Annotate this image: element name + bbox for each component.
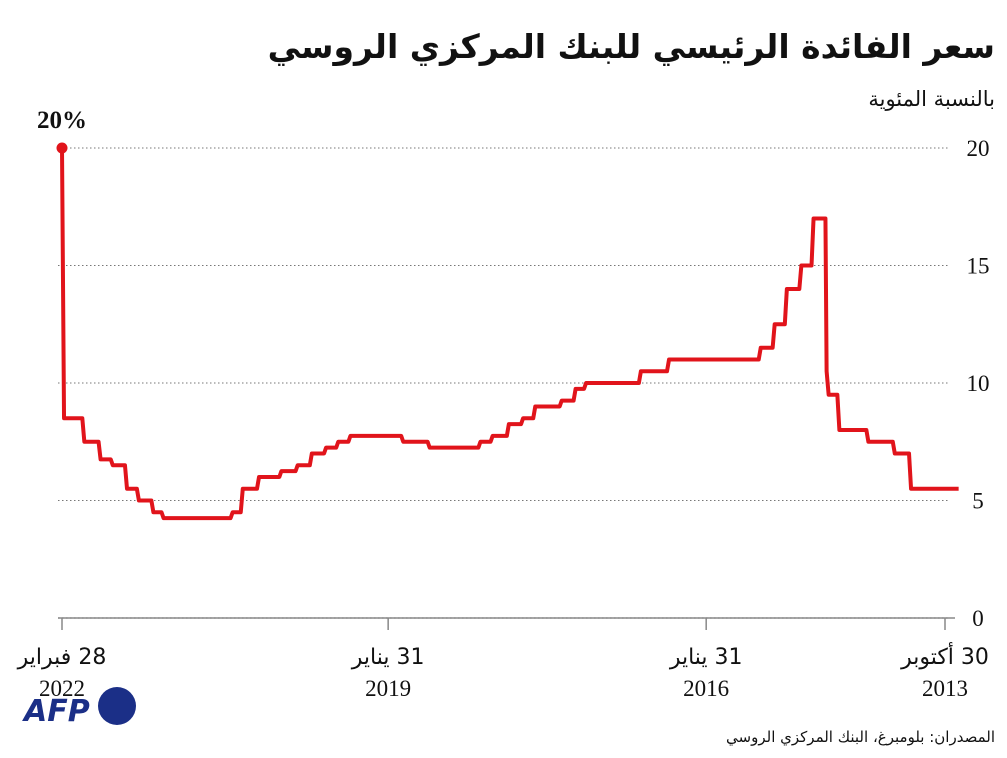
data-line: [60, 147, 959, 521]
x-tick-label: 31 يناير: [351, 645, 425, 670]
x-tick-label: 2019: [365, 676, 411, 701]
x-tick-label: 31 يناير: [669, 645, 743, 670]
x-tick-label: 28 فبراير: [17, 645, 107, 670]
x-tick-label: 30 أكتوبر: [900, 642, 989, 670]
y-tick-label: 10: [967, 371, 990, 396]
value-label: 20%: [37, 107, 87, 134]
logo-text: AFP: [22, 694, 90, 729]
y-tick-label: 15: [967, 254, 990, 279]
chart-title: سعر الفائدة الرئيسي للبنك المركزي الروسي: [268, 27, 995, 67]
x-tick-label: 2022: [39, 676, 85, 701]
x-tick-label: 2013: [922, 676, 968, 701]
data-point: [56, 142, 68, 154]
source: المصدران: بلومبرغ، البنك المركزي الروسي: [726, 728, 995, 747]
x-tick-label: 2016: [683, 676, 729, 701]
logo-circle: [98, 687, 136, 725]
y-tick-label: 20: [967, 136, 990, 161]
chart-subtitle: بالنسبة المئوية: [868, 87, 995, 111]
logo: AFP: [22, 687, 136, 729]
y-tick-label: 5: [972, 489, 984, 514]
y-tick-label: 0: [972, 606, 984, 631]
